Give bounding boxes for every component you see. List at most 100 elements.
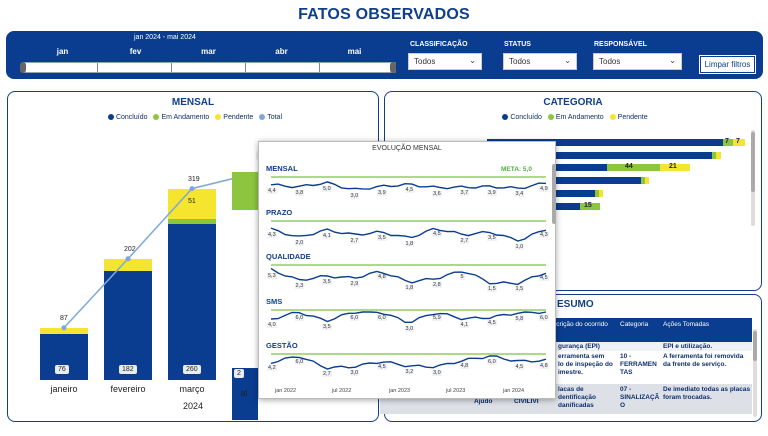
time-label: jul 2022 (332, 388, 352, 394)
legend-dot (502, 114, 509, 120)
status-dropdown[interactable]: Todos ⌄ (503, 53, 577, 70)
mini-chart-value: 3,0 (349, 192, 360, 199)
mini-chart-value: 5,3 (267, 272, 277, 279)
evolucao-scrollbar[interactable] (552, 164, 556, 224)
categoria-scrollbar-thumb[interactable] (751, 132, 755, 192)
mini-chart-value: 2,9 (349, 281, 360, 288)
mini-chart-value: 3,9 (377, 189, 387, 196)
slider-handle-end[interactable] (390, 62, 396, 73)
concluido-value-label: 182 (119, 365, 137, 374)
mini-chart-value: 4,0 (267, 322, 277, 329)
mini-chart-value: 3,6 (432, 190, 442, 197)
mini-chart-value: 2,0 (294, 240, 305, 247)
table-cell: 10 - FERRAMEN TAS (620, 353, 657, 376)
table-row[interactable] (550, 342, 752, 351)
table-cell: CIVILIVI (514, 398, 539, 405)
resumo-scrollbar-thumb[interactable] (753, 331, 757, 361)
category-bar-pendente (660, 164, 690, 171)
category-bar[interactable] (487, 152, 712, 159)
bar-em-andamento[interactable] (168, 219, 216, 224)
category-bar[interactable] (487, 177, 641, 184)
mini-chart-value: 4,8 (377, 274, 387, 281)
mini-chart-line (270, 181, 547, 190)
chevron-down-icon: ⌄ (669, 56, 676, 65)
month-labels: jan fev mar abr mai (26, 47, 391, 56)
slider-tick (319, 63, 320, 72)
bar-partial-segment (232, 180, 258, 210)
mini-chart-line (270, 311, 547, 324)
mini-chart-value: 6,0 (487, 359, 497, 365)
evolucao-mensal-tooltip: EVOLUÇÃO MENSAL META: 5,0 MENSAL 4,4 3,8 5,… (258, 141, 556, 399)
legend-label: Pendente (223, 114, 254, 121)
slider-tick (171, 63, 172, 72)
table-cell: Ajudo (474, 398, 493, 405)
slider-handle-start[interactable] (20, 62, 26, 73)
mini-chart-value: 1,8 (404, 241, 415, 248)
category-bar-pendente (645, 177, 649, 184)
mini-chart-value: 1,5 (514, 286, 525, 293)
chevron-down-icon: ⌄ (469, 56, 476, 65)
mini-chart-value: 4,5 (432, 231, 442, 238)
bar-pendente[interactable] (168, 188, 216, 220)
category-bar-pendente (716, 152, 721, 159)
month-label: abr (275, 47, 288, 56)
date-slider[interactable] (20, 62, 396, 73)
total-value-label: 87 (57, 313, 71, 323)
time-label: jan 2024 (503, 388, 525, 394)
mini-chart-title: SMS (266, 297, 283, 306)
mini-chart-value: 4,5 (377, 364, 387, 371)
table-cell: De imediato todas as placas foram trocad… (663, 386, 751, 401)
bar-pendente[interactable] (104, 258, 152, 271)
column-header[interactable]: Ações Tomadas (660, 318, 752, 342)
mini-chart-value: 2,7 (322, 370, 332, 377)
evolucao-title: EVOLUÇÃO MENSAL (372, 145, 442, 152)
category-bar-andamento (641, 177, 645, 184)
filter-bar: jan 2024 - mai 2024 jan fev mar abr mai … (6, 31, 763, 79)
bar-concluído[interactable] (168, 224, 216, 380)
column-header[interactable]: Categoria (617, 318, 660, 342)
bar-value-label: 2 (234, 369, 244, 378)
mini-chart-value: 4,4 (267, 187, 277, 194)
mini-chart-value: 4,1 (459, 321, 470, 328)
table-cell: lacas de dentificação danificadas (558, 386, 596, 409)
responsavel-dropdown[interactable]: Todos ⌄ (593, 53, 682, 70)
total-point (125, 256, 131, 262)
column-header[interactable]: scrição do ocorrido (550, 318, 617, 342)
bar-concluído[interactable] (104, 270, 152, 380)
mini-chart-value: 6,0 (294, 359, 305, 365)
clear-filters-button[interactable]: Limpar filtros (699, 55, 756, 74)
total-value-label: 319 (185, 174, 203, 184)
category-value: 7 (725, 138, 729, 145)
resumo-scrollbar-track[interactable] (753, 329, 757, 417)
slider-tick (97, 63, 98, 72)
legend-dot (153, 114, 160, 120)
mini-chart-value: 3,0 (349, 369, 360, 376)
table-cell: gurança (EPI) (558, 343, 600, 350)
mini-chart-title: QUALIDADE (266, 252, 311, 261)
mini-chart-value: 5,9 (432, 315, 442, 322)
mini-chart-value: 6,0 (294, 315, 305, 321)
classificacao-dropdown[interactable]: Todos ⌄ (408, 53, 482, 70)
mini-chart-value: 1,0 (514, 244, 525, 250)
category-bar-andamento (723, 139, 733, 146)
category-bar-andamento (712, 152, 716, 159)
category-bar-pendente (733, 139, 745, 146)
mini-chart-value: 1,5 (487, 286, 497, 293)
categoria-title: CATEGORIA (543, 97, 603, 108)
mini-chart-value: 3,2 (404, 369, 415, 376)
legend-dot (547, 114, 554, 120)
mini-chart-value: 3,9 (487, 189, 497, 196)
mini-chart-value: 4,5 (539, 275, 549, 282)
category-value: 21 (669, 163, 677, 170)
mini-chart-value: 4,5 (487, 320, 497, 327)
category-bar[interactable] (487, 139, 723, 146)
slider-tick (245, 63, 246, 72)
category-value: 7 (736, 138, 740, 145)
bar-pendente[interactable] (40, 327, 88, 335)
table-row[interactable] (550, 351, 752, 384)
category-value: 44 (625, 163, 633, 170)
category-bar-andamento (580, 203, 600, 210)
mini-chart-value: 6,0 (349, 315, 360, 321)
status-value: Todos (509, 57, 531, 66)
classificacao-label: CLASSIFICAÇÃO (410, 41, 468, 48)
